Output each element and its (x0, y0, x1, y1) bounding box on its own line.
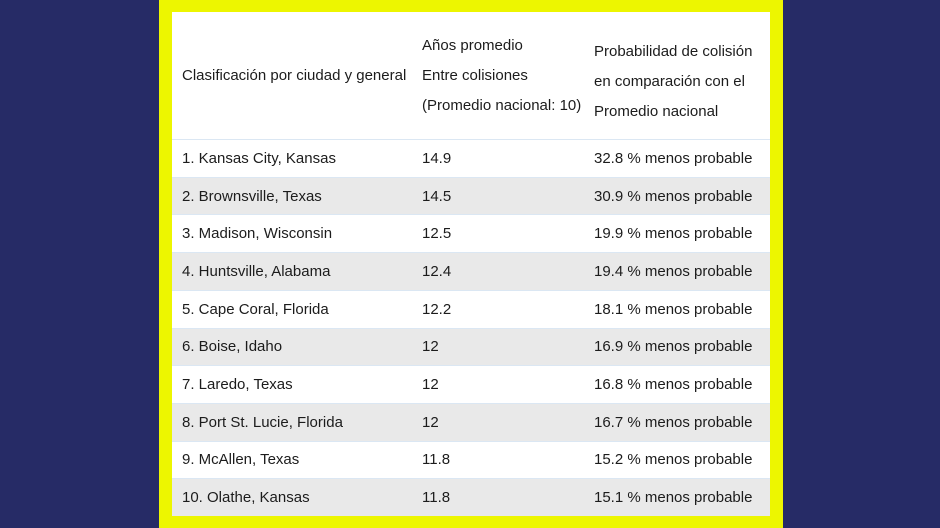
header-probability-column: Probabilidad de colisión en comparación … (594, 12, 770, 139)
city-cell: 7. Laredo, Texas (182, 376, 293, 394)
probability-cell: 15.2 % menos probable (594, 451, 753, 469)
table-row: 6. Boise, Idaho 12 16.9 % menos probable (172, 327, 770, 366)
header-probability-line: Promedio nacional (594, 103, 719, 120)
header-years-line: Entre colisiones (422, 67, 528, 84)
probability-cell: 19.4 % menos probable (594, 262, 753, 280)
city-cell: 10. Olathe, Kansas (182, 489, 310, 507)
city-cell: 2. Brownsville, Texas (182, 187, 322, 205)
collision-rankings-table: Clasificación por ciudad y general Años … (172, 12, 770, 517)
city-cell: 8. Port St. Lucie, Florida (182, 413, 343, 431)
city-cell: 4. Huntsville, Alabama (182, 262, 331, 280)
table-row: 1. Kansas City, Kansas 14.9 32.8 % menos… (172, 139, 770, 177)
table-row: 2. Brownsville, Texas 14.5 30.9 % menos … (172, 176, 770, 215)
header-city-column: Clasificación por ciudad y general (172, 12, 422, 139)
years-cell: 12.2 (422, 300, 452, 318)
probability-cell: 16.9 % menos probable (594, 338, 753, 356)
probability-cell: 30.9 % menos probable (594, 187, 753, 205)
probability-cell: 32.8 % menos probable (594, 149, 753, 167)
city-cell: 1. Kansas City, Kansas (182, 149, 336, 167)
table-row: 5. Cape Coral, Florida 12.2 18.1 % menos… (172, 289, 770, 328)
probability-cell: 16.8 % menos probable (594, 376, 753, 394)
years-cell: 14.9 (422, 149, 452, 167)
table-row: 10. Olathe, Kansas 11.8 15.1 % menos pro… (172, 478, 770, 517)
probability-cell: 18.1 % menos probable (594, 300, 753, 318)
years-cell: 12 (422, 413, 439, 431)
yellow-panel: Clasificación por ciudad y general Años … (159, 0, 783, 528)
header-city-label: Clasificación por ciudad y general (182, 67, 407, 84)
header-years-line: (Promedio nacional: 10) (422, 97, 582, 114)
header-years-column: Años promedio Entre colisiones (Promedio… (422, 12, 594, 139)
probability-cell: 16.7 % menos probable (594, 413, 753, 431)
city-cell: 3. Madison, Wisconsin (182, 225, 333, 243)
years-cell: 11.8 (422, 451, 451, 469)
city-cell: 9. McAllen, Texas (182, 451, 300, 469)
probability-cell: 15.1 % menos probable (594, 489, 753, 507)
header-probability-line: en comparación con el (594, 73, 745, 90)
probability-cell: 19.9 % menos probable (594, 225, 753, 243)
table-row: 3. Madison, Wisconsin 12.5 19.9 % menos … (172, 214, 770, 253)
table-header-row: Clasificación por ciudad y general Años … (172, 12, 770, 139)
header-probability-line: Probabilidad de colisión (594, 43, 753, 60)
years-cell: 11.8 (422, 489, 451, 507)
years-cell: 12 (422, 376, 439, 394)
years-cell: 12.4 (422, 262, 452, 280)
city-cell: 6. Boise, Idaho (182, 338, 283, 356)
years-cell: 12 (422, 338, 439, 356)
years-cell: 12.5 (422, 225, 452, 243)
header-years-line: Años promedio (422, 37, 523, 54)
table-row: 9. McAllen, Texas 11.8 15.2 % menos prob… (172, 440, 770, 479)
city-cell: 5. Cape Coral, Florida (182, 300, 329, 318)
table-row: 7. Laredo, Texas 12 16.8 % menos probabl… (172, 365, 770, 403)
table-row: 4. Huntsville, Alabama 12.4 19.4 % menos… (172, 252, 770, 290)
table-row: 8. Port St. Lucie, Florida 12 16.7 % men… (172, 402, 770, 441)
years-cell: 14.5 (422, 187, 452, 205)
